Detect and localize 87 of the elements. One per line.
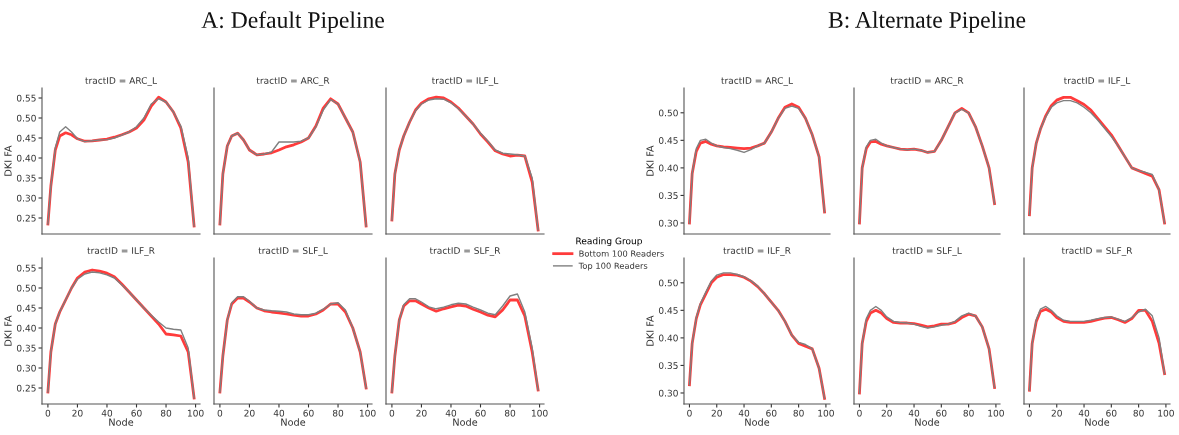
chart-title: tractID = SLF_L xyxy=(892,247,962,256)
x-tick-label: 100 xyxy=(988,409,1004,417)
x-tick-label: 80 xyxy=(160,409,172,417)
x-axis-title: Node xyxy=(453,418,478,426)
x-tick-label: 60 xyxy=(1106,409,1117,417)
y-tick-label: 0.25 xyxy=(16,384,36,392)
y-tick-label: 0.50 xyxy=(16,284,36,292)
x-tick-label: 20 xyxy=(72,409,83,417)
x-axis-title: Node xyxy=(745,418,770,426)
y-tick-label: 0.50 xyxy=(658,109,678,117)
x-tick-label: 0 xyxy=(45,409,51,417)
x-tick-label: 40 xyxy=(273,409,285,417)
y-tick-label: 0.50 xyxy=(16,114,36,122)
x-tick-label: 100 xyxy=(1158,409,1174,417)
y-tick-label: 0.30 xyxy=(16,364,36,372)
x-tick-label: 0 xyxy=(1027,409,1032,417)
x-tick-label: 100 xyxy=(187,409,204,417)
y-tick-label: 0.35 xyxy=(16,344,36,352)
x-tick-label: 20 xyxy=(1051,409,1062,417)
x-tick-label: 80 xyxy=(504,409,516,417)
x-tick-label: 60 xyxy=(303,409,314,417)
x-tick-label: 0 xyxy=(857,409,862,417)
x-tick-label: 100 xyxy=(818,409,834,417)
y-tick-label: 0.45 xyxy=(16,134,36,142)
chart-title: tractID = ARC_L xyxy=(721,77,793,86)
y-axis-title: DKI FA xyxy=(646,145,654,176)
y-tick-label: 0.30 xyxy=(16,194,36,202)
text: B: Alternate Pipeline xyxy=(828,11,1026,33)
y-tick-label: 0.35 xyxy=(658,192,678,199)
y-tick-label: 0.40 xyxy=(16,324,36,332)
chart-title: tractID = ARC_L xyxy=(85,77,157,86)
x-tick-label: 20 xyxy=(881,409,892,417)
y-tick-label: 0.55 xyxy=(16,94,36,102)
chart-title: tractID = ILF_L xyxy=(431,77,499,86)
x-tick-label: 20 xyxy=(711,409,722,417)
y-tick-label: 0.40 xyxy=(658,334,678,342)
x-tick-label: 40 xyxy=(738,409,750,417)
x-tick-label: 40 xyxy=(445,409,457,417)
chart-title: tractID = ILF_R xyxy=(723,247,791,256)
y-axis-title: DKI FA xyxy=(4,145,12,176)
y-tick-label: 0.25 xyxy=(16,214,36,222)
legend-label: Bottom 100 Readers xyxy=(579,250,664,257)
y-axis-title: DKI FA xyxy=(646,315,654,346)
x-tick-label: 0 xyxy=(389,409,395,417)
x-tick-label: 80 xyxy=(793,409,804,417)
y-tick-label: 0.30 xyxy=(658,219,678,227)
x-tick-label: 100 xyxy=(531,409,548,417)
x-tick-label: 60 xyxy=(936,409,947,417)
x-tick-label: 40 xyxy=(1078,409,1090,417)
chart-title: tractID = ILF_L xyxy=(1063,77,1131,86)
text: A: Default Pipeline xyxy=(201,11,384,33)
x-tick-label: 0 xyxy=(217,409,223,417)
chart-title: tractID = SLF_L xyxy=(258,247,328,256)
chart-title: tractID = ARC_R xyxy=(890,77,964,86)
y-tick-label: 0.35 xyxy=(658,362,678,369)
x-tick-label: 60 xyxy=(475,409,486,417)
chart-title: tractID = ARC_R xyxy=(256,77,330,86)
y-tick-label: 0.55 xyxy=(16,264,36,272)
x-tick-label: 40 xyxy=(101,409,113,417)
x-axis-title: Node xyxy=(281,418,306,426)
x-tick-label: 80 xyxy=(963,409,974,417)
x-tick-label: 100 xyxy=(359,409,376,417)
y-tick-label: 0.30 xyxy=(658,389,678,397)
y-tick-label: 0.40 xyxy=(658,164,678,172)
legend-title: Reading Group xyxy=(576,237,642,247)
x-axis-title: Node xyxy=(109,418,134,426)
chart-title: tractID = ILF_R xyxy=(87,247,155,256)
y-axis-title: DKI FA xyxy=(4,315,12,346)
x-tick-label: 80 xyxy=(332,409,344,417)
y-tick-label: 0.40 xyxy=(16,154,36,162)
x-tick-label: 80 xyxy=(1133,409,1144,417)
chart-title: tractID = SLF_R xyxy=(1061,247,1133,256)
y-tick-label: 0.45 xyxy=(16,304,36,312)
legend-label: Top 100 Readers xyxy=(578,262,648,271)
y-tick-label: 0.45 xyxy=(658,307,678,314)
x-axis-title: Node xyxy=(915,418,940,426)
y-tick-label: 0.50 xyxy=(658,279,678,287)
chart-title: tractID = SLF_R xyxy=(429,247,501,256)
x-axis-title: Node xyxy=(1085,418,1110,426)
x-tick-label: 40 xyxy=(908,409,920,417)
y-tick-label: 0.35 xyxy=(16,174,36,182)
x-tick-label: 20 xyxy=(244,409,255,417)
x-tick-label: 60 xyxy=(766,409,777,417)
x-tick-label: 20 xyxy=(416,409,427,417)
x-tick-label: 0 xyxy=(687,409,692,417)
y-tick-label: 0.45 xyxy=(658,137,678,144)
x-tick-label: 60 xyxy=(131,409,142,417)
